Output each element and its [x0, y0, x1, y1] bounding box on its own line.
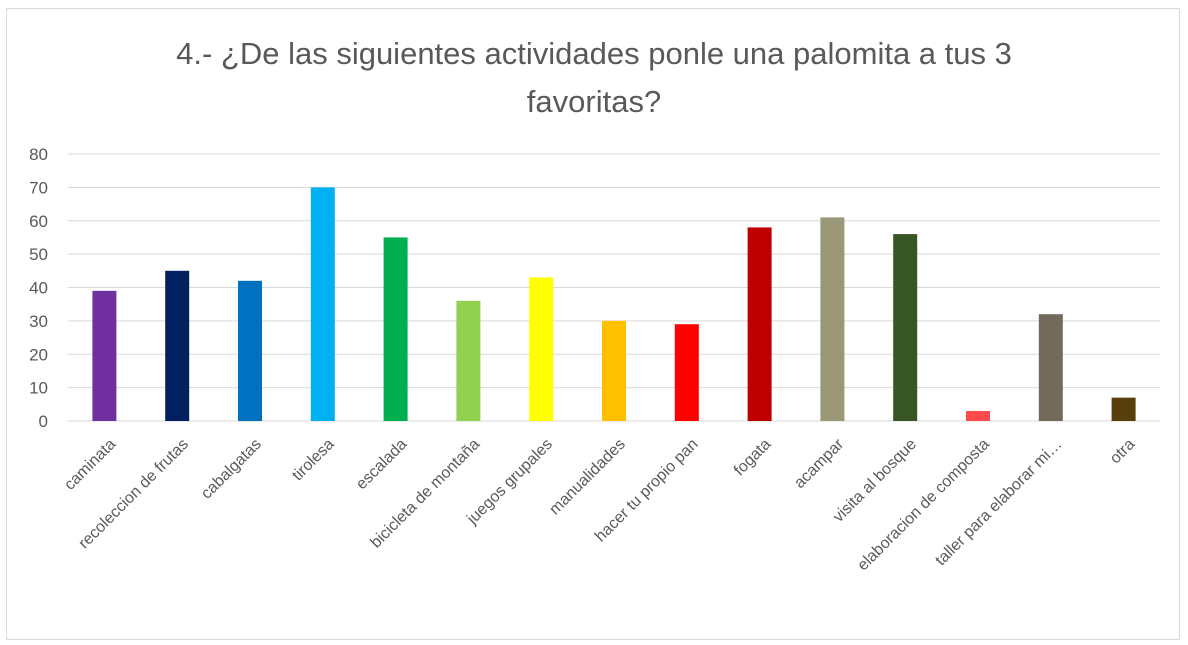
bar-1: [92, 290, 117, 421]
bar-7: [529, 277, 554, 421]
y-tick-label: 80: [29, 145, 48, 164]
bar-4: [310, 187, 335, 421]
bar-8: [602, 320, 626, 421]
bar-5: [383, 237, 408, 421]
bar-15: [1111, 397, 1136, 421]
y-axis-tick-labels: 0 10 20 30 40 50 60 70 80: [29, 145, 48, 431]
x-category-label: caminata: [61, 436, 119, 494]
chart-title: 4.- ¿De las siguientes actividades ponle…: [0, 30, 1188, 126]
x-category-label: taller para elaborar mi…: [932, 436, 1065, 569]
y-tick-label: 30: [29, 312, 48, 331]
y-tick-label: 0: [39, 412, 48, 431]
x-category-label: cabalgatas: [198, 436, 265, 503]
bar-9: [674, 324, 699, 421]
bar-6: [456, 300, 481, 421]
bar-11: [820, 217, 845, 421]
bar-13: [966, 410, 990, 421]
bar-14: [1038, 314, 1063, 421]
x-category-label: otra: [1107, 436, 1139, 468]
x-category-label: elaboracion de composta: [854, 436, 993, 575]
chart-title-line-1: 4.- ¿De las siguientes actividades ponle…: [176, 36, 1012, 71]
y-tick-label: 50: [29, 245, 48, 264]
bar-3: [238, 280, 262, 421]
bar-2: [165, 270, 190, 421]
y-tick-label: 20: [29, 345, 48, 364]
chart-title-line-2: favoritas?: [526, 84, 662, 119]
bars: [92, 187, 1136, 421]
y-tick-label: 40: [29, 279, 48, 298]
y-tick-label: 60: [29, 212, 48, 231]
x-category-label: tirolesa: [289, 436, 338, 485]
bar-10: [747, 227, 772, 421]
x-category-label: escalada: [353, 436, 410, 493]
y-tick-label: 10: [29, 379, 48, 398]
y-tick-label: 70: [29, 178, 48, 197]
x-category-label: fogata: [731, 436, 775, 480]
x-category-label: manualidades: [546, 436, 628, 518]
chart-frame: [6, 8, 1180, 640]
x-category-label: acampar: [791, 435, 848, 492]
bar-12: [893, 234, 918, 421]
